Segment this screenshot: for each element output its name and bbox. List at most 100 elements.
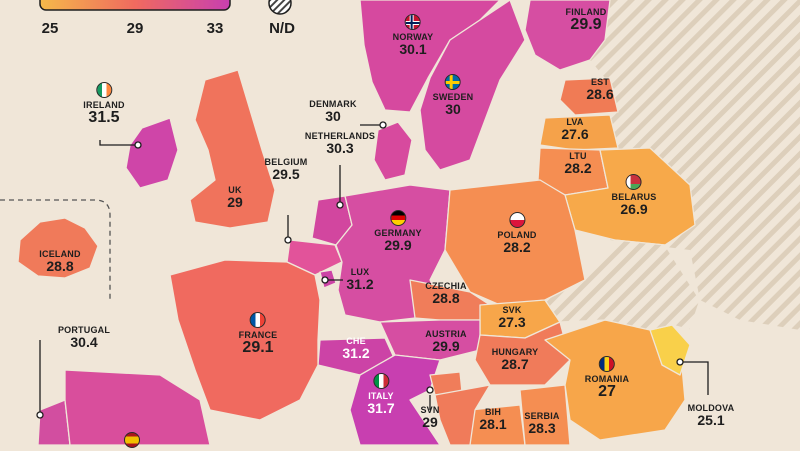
- nodata-legend-icon: [268, 0, 292, 15]
- label-netherlands: NETHERLANDS 30.3: [304, 131, 376, 157]
- country-norway[interactable]: [359, 0, 501, 113]
- country-denmark[interactable]: [373, 121, 413, 181]
- label-portugal: PORTUGAL 30.4: [57, 325, 111, 350]
- country-name: GERMANY: [374, 228, 422, 238]
- label-hungary: HUNGARY 28.7: [491, 347, 539, 373]
- country-value: 28.8: [432, 290, 460, 307]
- country-name: DENMARK: [309, 99, 357, 109]
- leader-moldova: [680, 361, 709, 395]
- country-name: LVA: [566, 117, 584, 127]
- legend-tick-mid: 29: [126, 20, 144, 37]
- country-name: AUSTRIA: [425, 329, 467, 339]
- germany-flag-icon: [390, 210, 406, 226]
- country-name: POLAND: [497, 230, 537, 240]
- country-name: UK: [228, 185, 242, 195]
- label-germany: GERMANY 29.9: [374, 210, 422, 254]
- country-name: HUNGARY: [491, 347, 539, 357]
- italy-flag-icon: [373, 373, 389, 389]
- country-name: BIH: [484, 407, 502, 417]
- label-slovenia: SVN 29: [420, 405, 439, 431]
- country-estonia[interactable]: [559, 77, 619, 116]
- country-value: 31.5: [88, 109, 120, 127]
- country-name: LTU: [569, 151, 587, 161]
- country-value: 25.1: [697, 412, 725, 429]
- label-italy: ITALY 31.7: [367, 373, 395, 417]
- country-finland[interactable]: [524, 0, 611, 71]
- label-romania: ROMANIA 27: [585, 356, 629, 401]
- label-belarus: BELARUS 26.9: [612, 174, 657, 217]
- country-value: 30: [445, 101, 461, 118]
- country-value: 29.1: [242, 339, 274, 357]
- country-name: SWEDEN: [432, 92, 474, 102]
- country-serbia[interactable]: [519, 384, 571, 445]
- country-name: FRANCE: [238, 330, 278, 340]
- country-latvia[interactable]: [539, 114, 619, 151]
- country-value: 29.5: [272, 166, 300, 183]
- label-bosnia: BIH 28.1: [479, 407, 506, 432]
- country-value: 26.9: [620, 201, 648, 218]
- country-name: NETHERLANDS: [304, 131, 376, 141]
- legend-tick-low: 25: [41, 20, 59, 37]
- belarus-flag-icon: [626, 174, 642, 190]
- label-uk: UK 29: [227, 185, 243, 210]
- country-value: 29: [422, 414, 438, 431]
- country-value: 28.2: [503, 239, 531, 256]
- country-name: BELGIUM: [264, 157, 308, 167]
- label-denmark: DENMARK 30: [309, 99, 357, 124]
- country-ireland[interactable]: [125, 117, 179, 189]
- country-iceland[interactable]: [17, 217, 99, 279]
- russia-nodata-region: [560, 0, 800, 330]
- country-value: 30.1: [399, 41, 427, 58]
- country-name: EST: [590, 77, 610, 87]
- country-name: BELARUS: [611, 192, 657, 202]
- country-croatia[interactable]: [434, 384, 491, 445]
- label-serbia: SERBIA 28.3: [524, 411, 559, 437]
- country-sweden[interactable]: [419, 0, 526, 171]
- country-name: SVK: [502, 305, 522, 315]
- france-flag-icon: [249, 312, 266, 328]
- label-ireland: IRELAND 31.5: [83, 82, 125, 127]
- label-france: FRANCE 29.1: [239, 312, 278, 357]
- country-value: 31.7: [367, 400, 395, 417]
- label-switzerland: CHE 31.2: [342, 336, 370, 362]
- legend-tick-high: 33: [206, 20, 224, 37]
- country-belgium[interactable]: [286, 239, 343, 276]
- country-name: ROMANIA: [584, 374, 630, 384]
- country-value: 28.2: [564, 160, 592, 177]
- label-spain: [124, 432, 140, 451]
- legend-gradient-bar: [39, 0, 231, 11]
- country-value: 31.2: [342, 345, 370, 362]
- country-hungary[interactable]: [474, 321, 571, 386]
- label-sweden: SWEDEN 30: [433, 74, 474, 117]
- country-ukraine-region: [544, 239, 701, 331]
- country-value: 29.9: [570, 16, 602, 34]
- country-portugal[interactable]: [37, 399, 71, 445]
- country-value: 27: [598, 383, 616, 401]
- norway-flag-icon: [405, 14, 421, 30]
- ireland-flag-icon: [96, 82, 112, 98]
- label-belgium: BELGIUM 29.5: [264, 157, 308, 183]
- romania-flag-icon: [599, 356, 615, 372]
- country-name: CHE: [346, 336, 366, 346]
- poland-flag-icon: [508, 212, 525, 228]
- country-value: 30.3: [326, 140, 354, 157]
- country-value: 28.8: [46, 258, 74, 275]
- country-spain[interactable]: [64, 369, 211, 445]
- label-lux: LUX 31.2: [346, 267, 373, 292]
- label-poland: POLAND 28.2: [497, 212, 536, 255]
- country-italy[interactable]: [349, 354, 441, 445]
- country-uk[interactable]: [189, 69, 276, 229]
- country-name: PORTUGAL: [57, 325, 111, 335]
- label-norway: NORWAY 30.1: [393, 14, 434, 57]
- country-value: 29.9: [384, 237, 412, 254]
- country-value: 27.3: [498, 314, 526, 331]
- country-name: LUX: [350, 267, 370, 277]
- country-value: 28.3: [528, 420, 556, 437]
- country-name: MOLDOVA: [687, 403, 735, 413]
- country-value: 28.7: [501, 356, 529, 373]
- label-czechia: CZECHIA 28.8: [425, 281, 466, 307]
- spain-flag-icon: [124, 432, 140, 448]
- legend-nodata-label: N/D: [269, 20, 295, 37]
- country-france[interactable]: [169, 259, 321, 421]
